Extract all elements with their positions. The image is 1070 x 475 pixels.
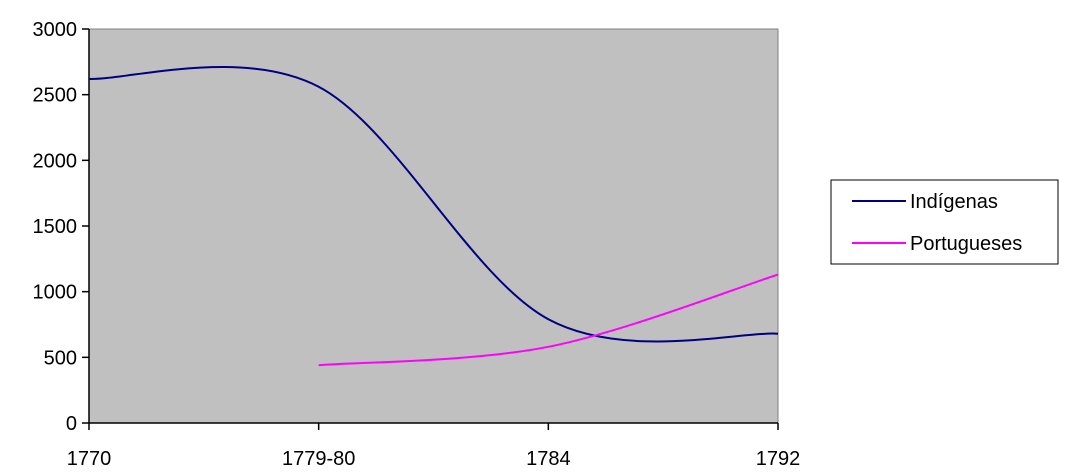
y-tick-label: 500 xyxy=(44,347,77,369)
x-tick-label: 1770 xyxy=(67,448,112,470)
series-lines xyxy=(88,66,779,367)
legend: Indígenas Portugueses xyxy=(830,179,1059,265)
y-tick-label: 3000 xyxy=(33,19,78,41)
x-tick-label: 1779-80 xyxy=(282,448,355,470)
legend-label-portugueses: Portugueses xyxy=(910,233,1022,255)
series-line-portugueses xyxy=(318,273,779,367)
legend-box xyxy=(830,179,1059,265)
plot-area xyxy=(88,28,779,424)
x-tick-label: 1792 xyxy=(756,448,801,470)
axes: 0 500 1000 1500 2000 2500 3000 1770 1779-80 1784 1… xyxy=(33,19,801,470)
x-tick-label: 1784 xyxy=(526,448,571,470)
legend-label-indigenas: Indígenas xyxy=(910,191,998,213)
y-tick-label: 1500 xyxy=(33,216,78,238)
y-tick-label: 2000 xyxy=(33,150,78,172)
y-tick-label: 2500 xyxy=(33,85,78,107)
y-tick-label: 1000 xyxy=(33,282,78,304)
y-tick-label: 0 xyxy=(66,413,77,435)
series-line-indigenas xyxy=(88,66,779,343)
